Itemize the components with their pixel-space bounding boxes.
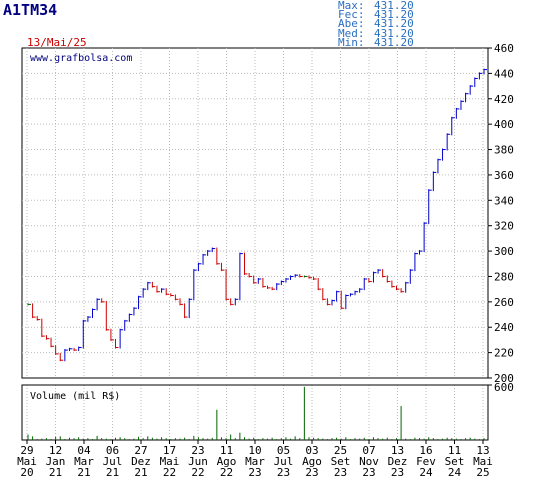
x-tick-label: Set bbox=[445, 455, 465, 468]
stat-min: Min: 431.20 bbox=[338, 35, 414, 49]
price-series bbox=[27, 68, 487, 362]
stat-max: Max: 431.20 bbox=[338, 0, 414, 12]
y-tick-label: 300 bbox=[494, 245, 514, 258]
x-axis-labels: 29Mai2012Jan2104Mar2106Jul2127Dez2117Mai… bbox=[17, 440, 493, 479]
stat-average: Med: 431.20 bbox=[338, 26, 414, 40]
x-tick-label: Jul bbox=[103, 455, 123, 468]
y-tick-label: 440 bbox=[494, 67, 514, 80]
y-tick-label: 460 bbox=[494, 42, 514, 55]
y-tick-label: 320 bbox=[494, 220, 514, 233]
y-tick-label: 400 bbox=[494, 118, 514, 131]
x-tick-label: 23 bbox=[391, 466, 404, 479]
x-tick-label: 17 bbox=[163, 444, 176, 457]
x-tick-label: 24 bbox=[419, 466, 433, 479]
x-tick-label: 25 bbox=[476, 466, 489, 479]
y-tick-label: 360 bbox=[494, 169, 514, 182]
x-tick-label: 11 bbox=[448, 444, 461, 457]
x-tick-label: 13 bbox=[476, 444, 489, 457]
x-tick-label: 24 bbox=[448, 466, 462, 479]
x-tick-label: 23 bbox=[248, 466, 261, 479]
x-tick-label: 21 bbox=[106, 466, 119, 479]
y-tick-label: 280 bbox=[494, 270, 514, 283]
quote-date: 13/Mai/25 bbox=[27, 36, 87, 49]
x-tick-label: Dez bbox=[131, 455, 151, 468]
x-tick-label: 12 bbox=[49, 444, 62, 457]
y-tick-label: 340 bbox=[494, 194, 514, 207]
y-tick-label: 220 bbox=[494, 347, 514, 360]
x-tick-label: Ago bbox=[217, 455, 237, 468]
volume-y-tick-label: 600 bbox=[494, 381, 514, 394]
x-tick-label: 21 bbox=[49, 466, 62, 479]
x-tick-label: 03 bbox=[305, 444, 318, 457]
x-tick-label: 23 bbox=[305, 466, 318, 479]
x-tick-label: Nov bbox=[359, 455, 379, 468]
y-tick-label: 200 bbox=[494, 372, 514, 385]
x-tick-label: 10 bbox=[248, 444, 261, 457]
x-tick-label: Mar bbox=[74, 455, 94, 468]
x-tick-label: 21 bbox=[77, 466, 90, 479]
x-tick-label: 29 bbox=[20, 444, 33, 457]
x-tick-label: 22 bbox=[191, 466, 204, 479]
x-tick-label: 23 bbox=[334, 466, 347, 479]
stat-open: Abe: 431.20 bbox=[338, 17, 414, 31]
x-tick-label: 20 bbox=[20, 466, 33, 479]
volume-title: Volume (mil R$) bbox=[30, 391, 120, 402]
ticker-symbol: A1TM34 bbox=[3, 1, 58, 19]
x-tick-label: Dez bbox=[388, 455, 408, 468]
x-tick-label: 23 bbox=[362, 466, 375, 479]
y-tick-label: 420 bbox=[494, 93, 514, 106]
x-tick-label: Mai bbox=[160, 455, 180, 468]
price-y-axis: 200 220 240 260 280 300 320 340 360 380 400 420 440 4… bbox=[488, 42, 514, 385]
x-tick-label: 21 bbox=[134, 466, 147, 479]
x-tick-label: 06 bbox=[106, 444, 119, 457]
x-tick-label: Mai bbox=[473, 455, 493, 468]
watermark: www.grafbolsa.com bbox=[30, 53, 132, 64]
x-grid bbox=[26, 48, 484, 440]
x-tick-label: Ago bbox=[302, 455, 322, 468]
x-tick-label: Jan bbox=[46, 455, 66, 468]
x-tick-label: 04 bbox=[77, 444, 91, 457]
x-tick-label: Mar bbox=[245, 455, 265, 468]
x-tick-label: 05 bbox=[277, 444, 290, 457]
x-tick-label: 23 bbox=[191, 444, 204, 457]
y-tick-label: 380 bbox=[494, 144, 514, 157]
x-tick-label: 27 bbox=[134, 444, 147, 457]
y-tick-label: 260 bbox=[494, 296, 514, 309]
price-stats: Max: 431.20 Fec: 431.20 Abe: 431.20 Med: 431… bbox=[338, 0, 414, 49]
x-tick-label: Mai bbox=[17, 455, 37, 468]
x-tick-label: Fev bbox=[416, 455, 436, 468]
x-tick-label: 16 bbox=[419, 444, 432, 457]
x-tick-label: Set bbox=[331, 455, 351, 468]
x-tick-label: 23 bbox=[277, 466, 290, 479]
x-tick-label: 25 bbox=[334, 444, 347, 457]
x-tick-label: Jul bbox=[274, 455, 294, 468]
x-tick-label: 07 bbox=[362, 444, 375, 457]
x-tick-label: 11 bbox=[220, 444, 233, 457]
y-tick-label: 240 bbox=[494, 321, 514, 334]
volume-y-axis: 600 bbox=[488, 381, 514, 394]
x-tick-label: 13 bbox=[391, 444, 404, 457]
stat-close: Fec: 431.20 bbox=[338, 8, 414, 22]
volume-bars bbox=[27, 386, 485, 440]
x-tick-label: Jun bbox=[188, 455, 208, 468]
x-tick-label: 22 bbox=[220, 466, 233, 479]
x-tick-label: 22 bbox=[163, 466, 176, 479]
